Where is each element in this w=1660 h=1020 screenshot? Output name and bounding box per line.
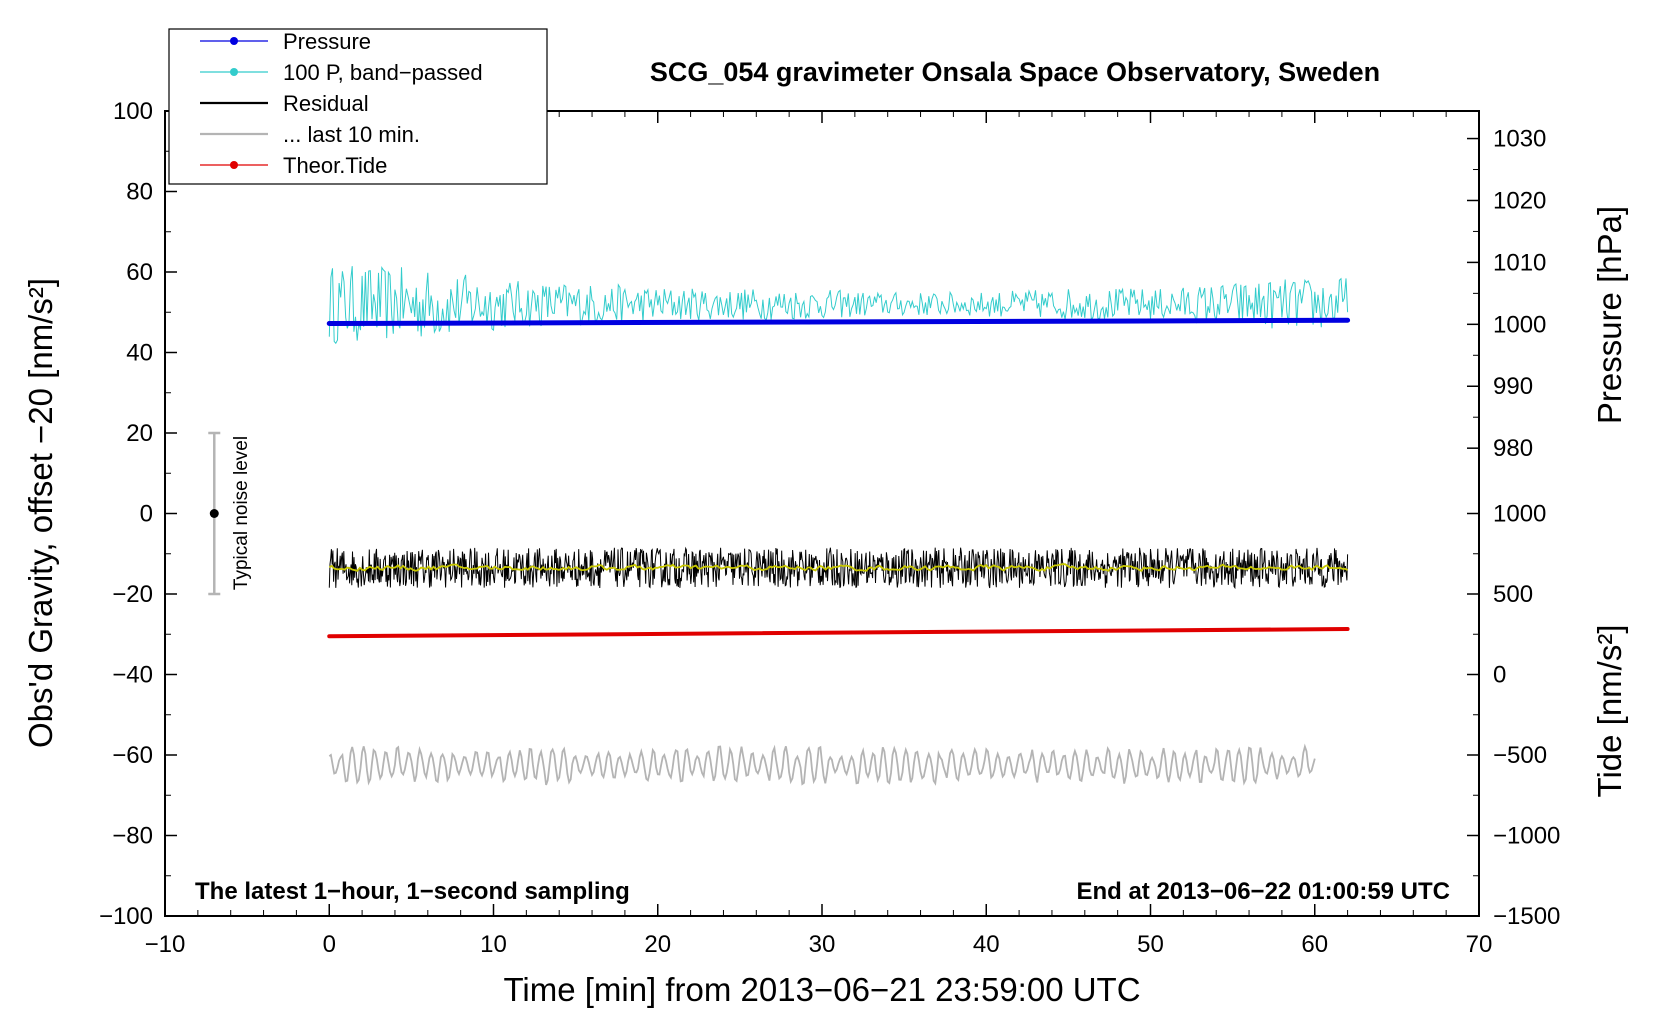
- y-tick-label: 0: [140, 501, 153, 528]
- y-tick-label: −100: [99, 903, 153, 930]
- legend-box: [168, 28, 548, 185]
- pressure-tick-label: 1010: [1493, 249, 1546, 276]
- x-tick-label: 60: [1301, 931, 1328, 958]
- y-axis-ticks: −100 −80 −60 −40 −20 0 20 40 60 80 100: [99, 98, 177, 930]
- legend: Pressure 100 P, band−passed Residual ... la…: [168, 28, 548, 185]
- x-tick-label: 50: [1137, 931, 1164, 958]
- tide-tick-label: 1000: [1493, 501, 1546, 528]
- x-axis-ticks: −10 0 10 20 30 40 50 60 70: [145, 111, 1493, 958]
- legend-label: 100 P, band−passed: [283, 60, 483, 85]
- y-tick-label: 40: [126, 340, 153, 367]
- legend-marker: [230, 37, 238, 45]
- y-tick-label: −60: [112, 742, 153, 769]
- pressure-axis-ticks: 980 990 1000 1010 1020 1030: [1467, 126, 1546, 462]
- chart-title: SCG_054 gravimeter Onsala Space Observat…: [650, 57, 1380, 87]
- pressure-tick-label: 980: [1493, 435, 1533, 462]
- noise-level-bar: [208, 431, 221, 596]
- x-tick-label: 30: [809, 931, 836, 958]
- pressure-tick-label: 1020: [1493, 187, 1546, 214]
- legend-marker: [230, 68, 238, 76]
- y-tick-label: 60: [126, 259, 153, 286]
- noise-level-label: Typical noise level: [231, 436, 252, 590]
- pressure-axis-label: Pressure [hPa]: [1591, 206, 1628, 424]
- y-tick-label: −40: [112, 662, 153, 689]
- plot-series: [326, 266, 1351, 786]
- legend-label: Pressure: [283, 29, 371, 54]
- x-tick-label: 0: [323, 931, 336, 958]
- legend-marker: [230, 161, 238, 169]
- tide-tick-label: 500: [1493, 581, 1533, 608]
- series-band-passed-pressure: [328, 266, 1349, 345]
- annotation-end-time: End at 2013−06−22 01:00:59 UTC: [1076, 878, 1450, 905]
- tide-tick-label: 0: [1493, 662, 1506, 689]
- series-last-10-min: [328, 743, 1316, 786]
- y-tick-label: −80: [112, 823, 153, 850]
- series-pressure: [326, 317, 1351, 327]
- y-tick-label: 100: [113, 98, 153, 125]
- noise-bar-center-dot: [209, 509, 219, 518]
- x-tick-label: −10: [145, 931, 186, 958]
- annotation-sampling: The latest 1−hour, 1−second sampling: [195, 878, 630, 905]
- y-axis-label: Obs'd Gravity, offset −20 [nm/s²]: [22, 278, 59, 748]
- series-theoretical-tide: [327, 627, 1350, 639]
- tide-tick-label: −1500: [1493, 903, 1560, 930]
- x-tick-label: 20: [644, 931, 671, 958]
- pressure-tick-label: 990: [1493, 373, 1533, 400]
- legend-label: Residual: [283, 91, 369, 116]
- x-tick-label: 40: [973, 931, 1000, 958]
- y-tick-label: 20: [126, 420, 153, 447]
- x-tick-label: 10: [480, 931, 507, 958]
- tide-axis-label: Tide [nm/s²]: [1591, 625, 1628, 798]
- series-residual-smoothed: [328, 563, 1348, 573]
- legend-label: Theor.Tide: [283, 153, 387, 178]
- tide-axis-ticks: −1500 −1000 −500 0 500 1000: [1467, 501, 1560, 930]
- pressure-tick-label: 1000: [1493, 311, 1546, 338]
- legend-label: ... last 10 min.: [283, 122, 420, 147]
- x-tick-label: 70: [1466, 931, 1493, 958]
- y-tick-label: −20: [112, 581, 153, 608]
- pressure-tick-label: 1030: [1493, 126, 1546, 153]
- x-axis-label: Time [min] from 2013−06−21 23:59:00 UTC: [503, 971, 1140, 1008]
- tide-tick-label: −1000: [1493, 823, 1560, 850]
- tide-tick-label: −500: [1493, 742, 1547, 769]
- y-tick-label: 80: [126, 179, 153, 206]
